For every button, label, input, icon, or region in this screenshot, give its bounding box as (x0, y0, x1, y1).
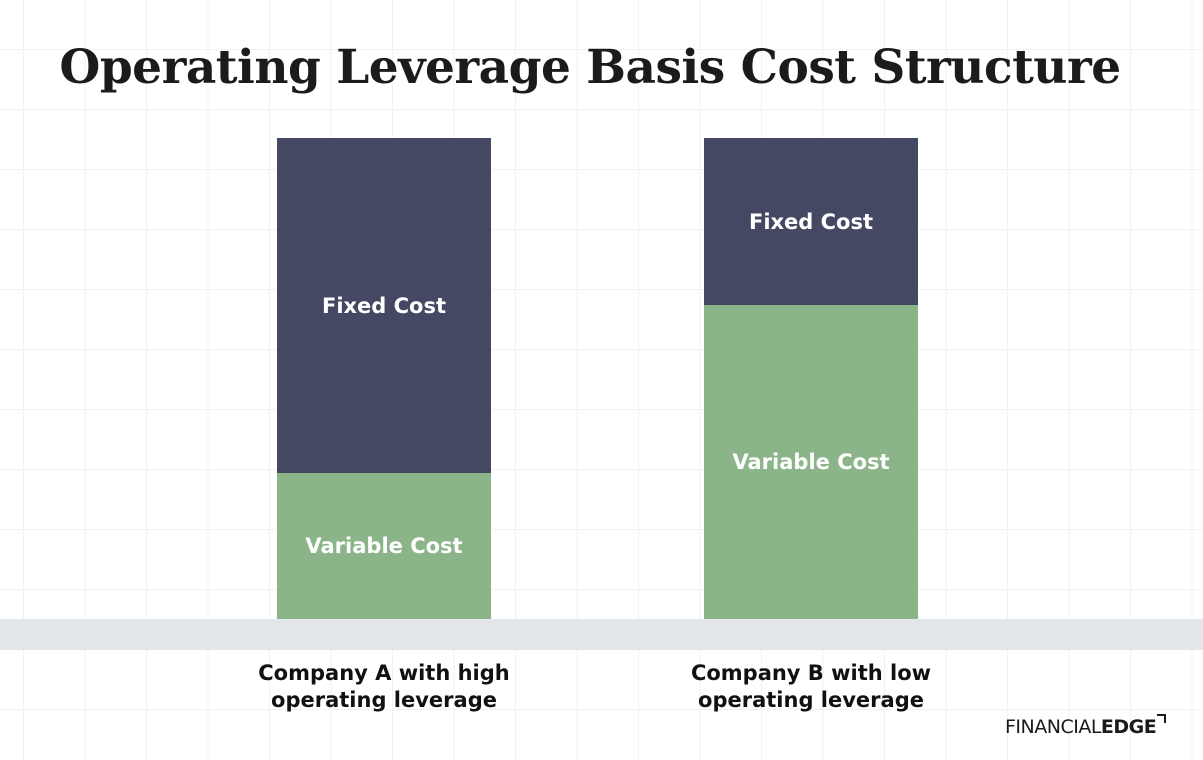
logo-thin-text: FINANCIAL (1005, 716, 1101, 738)
label-line: operating leverage (271, 688, 497, 712)
variable-cost-label: Variable Cost (732, 450, 890, 474)
label-line: Company B with low (690, 661, 932, 685)
logo-bold-text: EDGE (1100, 716, 1157, 738)
variable-cost-segment: Variable Cost (704, 305, 918, 619)
label-line: operating leverage (698, 688, 924, 712)
label-line: Company A with high (258, 661, 510, 685)
financial-edge-logo: FINANCIALEDGE (1005, 714, 1167, 738)
bar-company-a: Fixed Cost Variable Cost (277, 138, 491, 619)
fixed-cost-label: Fixed Cost (748, 209, 874, 234)
fixed-cost-label: Fixed Cost (321, 293, 447, 318)
company-a-label: Company A with high operating leverage (224, 660, 544, 714)
logo-corner-icon (1157, 714, 1167, 723)
fixed-cost-segment: Fixed Cost (277, 138, 491, 473)
company-b-label: Company B with low operating leverage (651, 660, 971, 714)
page-title: Operating Leverage Basis Cost Structure (59, 40, 1121, 95)
bar-company-b: Fixed Cost Variable Cost (704, 138, 918, 619)
baseline-band (0, 619, 1203, 650)
variable-cost-label: Variable Cost (305, 534, 463, 558)
fixed-cost-segment: Fixed Cost (704, 138, 918, 305)
variable-cost-segment: Variable Cost (277, 473, 491, 619)
